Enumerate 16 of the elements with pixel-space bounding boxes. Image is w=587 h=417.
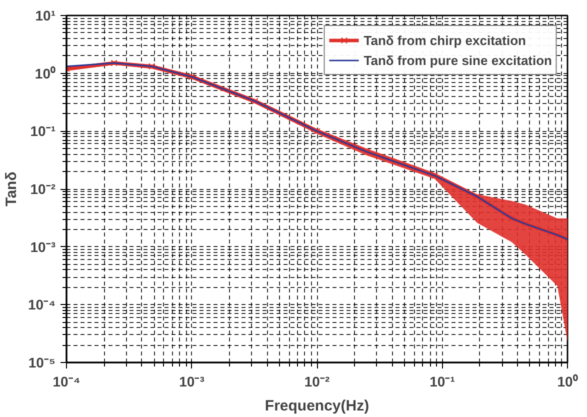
y-tick-label: 10⁻⁵: [28, 354, 56, 370]
x-tick-label: 10⁻³: [179, 374, 205, 390]
x-tick-label: 10⁻¹: [430, 374, 456, 390]
y-axis-title: Tanδ: [3, 172, 20, 206]
legend-label: Tanδ from pure sine excitation: [364, 52, 552, 68]
y-tick-label: 10⁻⁴: [28, 296, 56, 313]
legend-label: Tanδ from chirp excitation: [364, 32, 526, 48]
x-tick-label: 10⁻²: [304, 374, 330, 390]
y-tick-label: 10⁻³: [30, 238, 56, 255]
y-tick-label: 10⁰: [34, 65, 56, 82]
y-tick-label: 10⁻²: [30, 181, 56, 197]
y-tick-label: 10⁻¹: [30, 123, 56, 140]
x-axis-title: Frequency(Hz): [264, 398, 370, 414]
y-tick-label: 10¹: [35, 8, 56, 24]
x-tick-label: 10⁻⁴: [52, 374, 80, 390]
x-tick-label: 10⁰: [557, 374, 578, 390]
